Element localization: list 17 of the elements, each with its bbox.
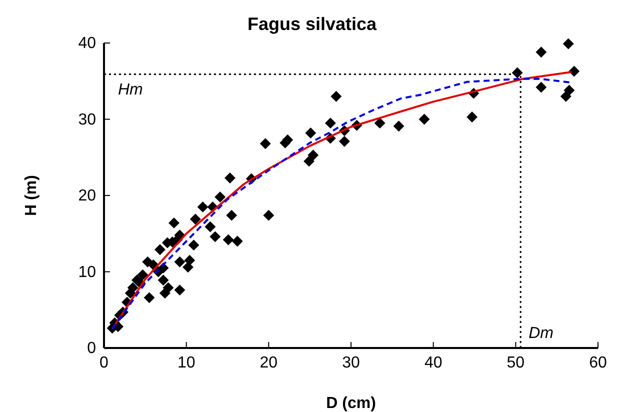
x-tick-label: 40 (424, 354, 442, 372)
x-tick-label: 60 (589, 354, 607, 372)
x-tick-label: 10 (177, 354, 196, 372)
y-axis-title: H (m) (23, 175, 40, 216)
ref-line-label: Dm (528, 325, 554, 342)
chart-title: Fagus silvatica (247, 14, 378, 34)
y-tick-label: 30 (78, 111, 96, 128)
x-tick-label: 20 (260, 354, 278, 372)
y-tick-label: 20 (78, 188, 96, 205)
y-tick-label: 10 (78, 264, 96, 281)
ref-line-label: Hm (118, 81, 143, 98)
x-tick-label: 0 (100, 354, 109, 372)
y-tick-label: 40 (78, 35, 96, 52)
x-tick-label: 30 (342, 354, 360, 372)
x-tick-label: 50 (506, 354, 525, 372)
y-tick-label: 0 (87, 340, 96, 358)
x-axis-title: D (cm) (326, 395, 376, 412)
